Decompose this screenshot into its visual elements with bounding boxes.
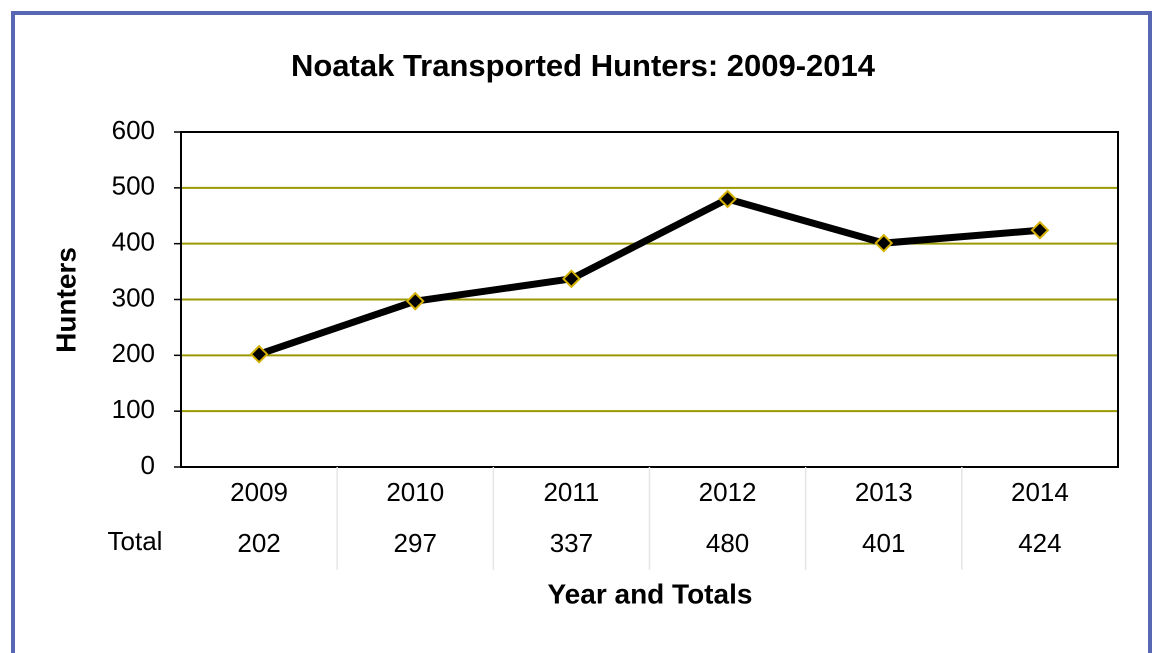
- y-tick-label: 100: [112, 394, 155, 424]
- table-value: 337: [550, 528, 593, 558]
- table-row-label: Total: [108, 526, 163, 556]
- x-tick-label: 2013: [855, 477, 913, 507]
- marker: [874, 233, 894, 253]
- y-tick-label: 300: [112, 282, 155, 312]
- x-tick-label: 2010: [386, 477, 444, 507]
- line: [257, 195, 1041, 358]
- table-value: 202: [237, 528, 280, 558]
- x-tick-label: 2012: [699, 477, 757, 507]
- marker: [405, 291, 425, 311]
- y-tick-label: 200: [112, 338, 155, 368]
- marker: [1030, 220, 1050, 240]
- chart-title: Noatak Transported Hunters: 2009-2014: [291, 48, 876, 83]
- y-tick-label: 0: [141, 450, 155, 480]
- x-tick-label: 2011: [543, 477, 599, 507]
- frame: [11, 11, 1152, 653]
- marker: [249, 344, 269, 364]
- x-axis-label: Year and Totals: [548, 578, 753, 609]
- table-value: 424: [1018, 528, 1061, 558]
- x-tick-label: 2009: [230, 477, 288, 507]
- x-tick-label: 2014: [1011, 477, 1069, 507]
- table-value: 297: [394, 528, 437, 558]
- y-tick-label: 500: [112, 171, 155, 201]
- marker: [562, 269, 581, 289]
- marker: [718, 189, 737, 209]
- y-tick-label: 600: [112, 115, 155, 145]
- table-value: 401: [862, 528, 905, 558]
- y-axis-label: Hunters: [50, 247, 81, 353]
- table-value: 480: [706, 528, 749, 558]
- y-tick-label: 400: [112, 227, 155, 257]
